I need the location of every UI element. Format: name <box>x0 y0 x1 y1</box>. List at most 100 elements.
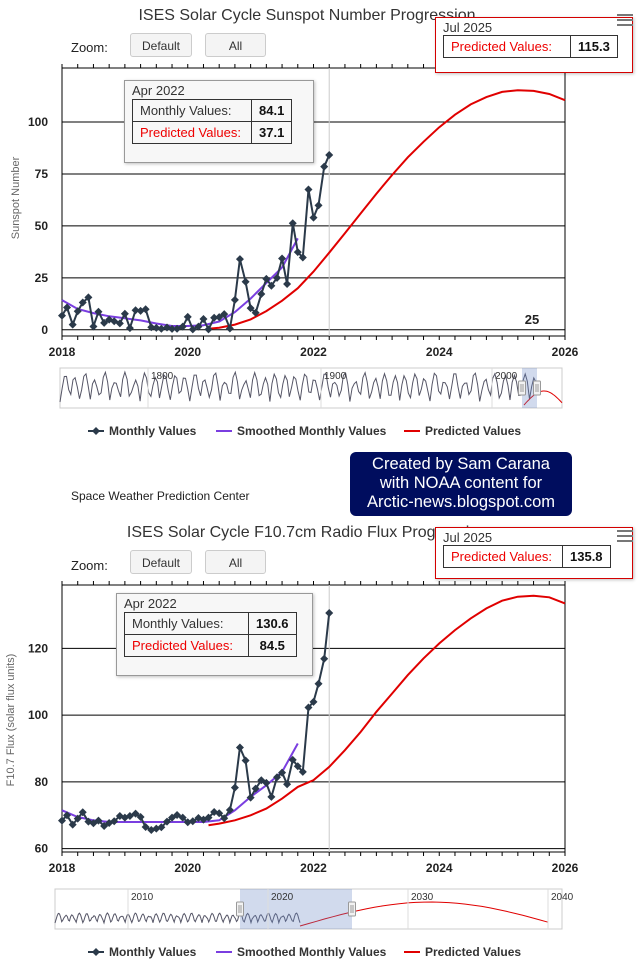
monthly-data-point[interactable] <box>314 679 323 688</box>
legend-item[interactable]: Monthly Values <box>109 945 197 959</box>
monthly-data-point[interactable] <box>325 151 334 160</box>
zoom-all-button[interactable]: All <box>205 550 266 574</box>
monthly-data-point[interactable] <box>225 324 234 333</box>
monthly-data-point[interactable] <box>58 311 66 320</box>
legend-item[interactable]: Monthly Values <box>109 424 197 438</box>
monthly-data-point[interactable] <box>204 325 213 334</box>
navigator-handle[interactable] <box>348 901 356 917</box>
monthly-data-point[interactable] <box>246 304 255 313</box>
monthly-data-point[interactable] <box>141 822 150 831</box>
monthly-data-point[interactable] <box>94 816 103 825</box>
monthly-data-point[interactable] <box>188 325 197 334</box>
monthly-data-point[interactable] <box>288 219 297 228</box>
monthly-data-point[interactable] <box>257 290 266 299</box>
monthly-data-point[interactable] <box>225 805 234 814</box>
monthly-data-point[interactable] <box>173 810 182 819</box>
monthly-data-point[interactable] <box>136 812 145 821</box>
monthly-data-point[interactable] <box>235 255 244 264</box>
monthly-data-point[interactable] <box>188 817 197 826</box>
monthly-data-point[interactable] <box>94 307 103 316</box>
legend[interactable]: Monthly Values Smoothed Monthly Values Pre… <box>88 945 521 959</box>
monthly-data-point[interactable] <box>68 820 77 829</box>
monthly-data-point[interactable] <box>178 813 187 822</box>
navigator-selection[interactable] <box>240 889 352 929</box>
legend-item[interactable]: Smoothed Monthly Values <box>237 945 387 959</box>
monthly-data-point[interactable] <box>304 703 313 712</box>
monthly-data-point[interactable] <box>325 609 334 618</box>
monthly-data-point[interactable] <box>183 312 192 321</box>
monthly-data-point[interactable] <box>251 784 260 793</box>
monthly-data-point[interactable] <box>215 809 224 818</box>
monthly-data-point[interactable] <box>314 201 323 210</box>
zoom-default-button[interactable]: Default <box>130 33 192 57</box>
monthly-data-point[interactable] <box>293 248 302 257</box>
monthly-data-point[interactable] <box>115 319 124 328</box>
monthly-data-point[interactable] <box>220 814 229 823</box>
monthly-data-point[interactable] <box>288 755 297 764</box>
monthly-data-point[interactable] <box>273 773 282 782</box>
monthly-data-point[interactable] <box>309 213 318 222</box>
navigator[interactable]: 2010 2020 2030 2040 <box>54 888 574 930</box>
monthly-data-point[interactable] <box>210 313 219 322</box>
monthly-data-point[interactable] <box>73 307 82 316</box>
monthly-data-point[interactable] <box>199 314 208 323</box>
monthly-data-point[interactable] <box>78 808 87 817</box>
monthly-data-point[interactable] <box>320 654 329 663</box>
zoom-default-button[interactable]: Default <box>130 550 192 574</box>
monthly-data-point[interactable] <box>304 185 313 194</box>
monthly-data-point[interactable] <box>241 277 250 286</box>
hamburger-menu-icon[interactable] <box>617 530 633 542</box>
monthly-data-point[interactable] <box>125 324 134 333</box>
monthly-data-point[interactable] <box>251 308 260 317</box>
monthly-data-point[interactable] <box>309 697 318 706</box>
monthly-data-point[interactable] <box>84 293 93 302</box>
monthly-data-point[interactable] <box>220 310 229 319</box>
monthly-data-point[interactable] <box>283 780 292 789</box>
monthly-data-point[interactable] <box>235 743 244 752</box>
monthly-data-point[interactable] <box>278 254 287 263</box>
monthly-data-point[interactable] <box>131 809 140 818</box>
navigator-handle[interactable] <box>236 901 244 917</box>
monthly-data-point[interactable] <box>78 298 87 307</box>
monthly-data-point[interactable] <box>278 768 287 777</box>
monthly-data-point[interactable] <box>183 818 192 827</box>
monthly-data-point[interactable] <box>110 817 119 826</box>
monthly-data-point[interactable] <box>73 814 82 823</box>
legend-item[interactable]: Predicted Values <box>425 424 521 438</box>
monthly-data-point[interactable] <box>68 320 77 329</box>
monthly-data-point[interactable] <box>141 305 150 314</box>
monthly-data-point[interactable] <box>157 324 166 333</box>
legend-item[interactable]: Predicted Values <box>425 945 521 959</box>
monthly-data-point[interactable] <box>194 322 203 331</box>
monthly-data-point[interactable] <box>152 323 161 332</box>
navigator[interactable]: 1800 1900 2000 <box>59 367 563 409</box>
monthly-data-point[interactable] <box>163 817 172 826</box>
monthly-data-point[interactable] <box>246 793 255 802</box>
monthly-data-point[interactable] <box>241 756 250 765</box>
monthly-data-point[interactable] <box>168 324 177 333</box>
monthly-data-point[interactable] <box>273 273 282 282</box>
navigator-handle[interactable] <box>518 380 526 396</box>
monthly-data-point[interactable] <box>262 274 271 283</box>
monthly-data-point[interactable] <box>262 778 271 787</box>
monthly-data-point[interactable] <box>58 816 66 825</box>
monthly-data-point[interactable] <box>267 792 276 801</box>
legend[interactable]: Monthly Values Smoothed Monthly Values Pre… <box>88 424 521 438</box>
monthly-data-point[interactable] <box>320 162 329 171</box>
monthly-data-point[interactable] <box>63 303 72 312</box>
monthly-data-point[interactable] <box>267 281 276 290</box>
navigator-selection[interactable] <box>522 368 537 408</box>
monthly-data-point[interactable] <box>230 295 239 304</box>
legend-item[interactable]: Smoothed Monthly Values <box>237 424 387 438</box>
hamburger-menu-icon[interactable] <box>617 14 633 26</box>
monthly-data-point[interactable] <box>204 813 213 822</box>
monthly-data-point[interactable] <box>100 821 109 830</box>
monthly-data-point[interactable] <box>293 762 302 771</box>
monthly-data-point[interactable] <box>178 322 187 331</box>
monthly-data-point[interactable] <box>283 280 292 289</box>
monthly-data-point[interactable] <box>298 253 307 262</box>
monthly-data-point[interactable] <box>120 309 129 318</box>
monthly-data-point[interactable] <box>157 823 166 832</box>
navigator-handle[interactable] <box>533 380 541 396</box>
monthly-data-point[interactable] <box>147 323 156 332</box>
